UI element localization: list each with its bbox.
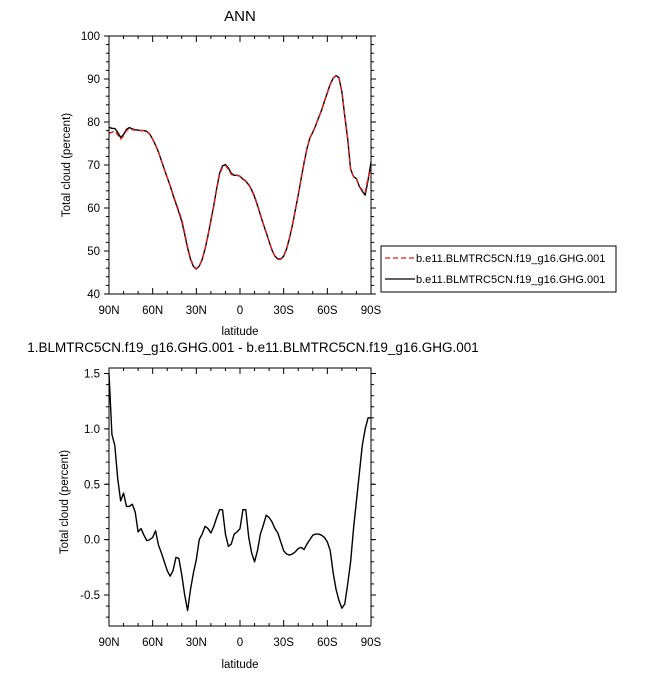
- top-series-line-2: [108, 74, 372, 270]
- top-y-tick-label: 90: [87, 74, 100, 86]
- top-y-tick-label: 100: [81, 31, 100, 43]
- top-y-tick-label: 50: [87, 246, 100, 258]
- legend-box: [380, 245, 617, 293]
- legend-entry-2: b.e11.BLMTRC5CN.f19_g16.GHG.001: [416, 274, 605, 286]
- bot-y-tick-label: 1.5: [84, 369, 100, 381]
- top-plot-frame: [108, 35, 372, 295]
- bot-x-tick-label: 60S: [317, 637, 338, 649]
- top-series-line-1: [108, 75, 372, 270]
- bot-x-tick-label: 90S: [361, 637, 382, 649]
- top-series-lines: [108, 74, 372, 270]
- bot-y-tick-label: 0.0: [84, 535, 100, 547]
- top-x-tick-label: 60N: [142, 305, 163, 317]
- bot-y-tick-label: -0.5: [80, 590, 100, 602]
- bot-series-line-1: [108, 373, 371, 612]
- top-x-tick-label: 90S: [361, 305, 382, 317]
- top-x-tick-label: 30S: [273, 305, 294, 317]
- bot-y-tick-label: 0.5: [84, 479, 100, 491]
- top-y-axis-label: Total cloud (percent): [61, 113, 73, 217]
- top-x-axis-label: latitude: [221, 326, 258, 338]
- bottom-panel: 1.BLMTRC5CN.f19_g16.GHG.001 - b.e11.BLMT…: [27, 340, 478, 671]
- bot-x-tick-label: 90N: [98, 637, 119, 649]
- bottom-y-axis-label: Total cloud (percent): [59, 450, 71, 554]
- legend-entry-1: b.e11.BLMTRC5CN.f19_g16.GHG.001: [416, 253, 605, 265]
- bottom-x-axis-label: latitude: [221, 659, 258, 671]
- top-x-tick-label: 0: [237, 305, 243, 317]
- top-panel: ANN Total cloud (percent) latitude 90N 60…: [61, 8, 382, 338]
- top-chart-title: ANN: [224, 8, 256, 25]
- bot-x-tick-label: 30S: [273, 637, 294, 649]
- bot-x-tick-label: 0: [237, 637, 243, 649]
- top-y-tick-label: 80: [87, 117, 100, 129]
- legend: b.e11.BLMTRC5CN.f19_g16.GHG.001 b.e11.BL…: [380, 245, 617, 293]
- top-y-tick-label: 60: [87, 203, 100, 215]
- top-y-tick-label: 70: [87, 160, 100, 172]
- bot-x-tick-label: 60N: [142, 637, 163, 649]
- bottom-series-lines: [108, 373, 371, 612]
- top-tick-labels: 90N 60N 30N 0 30S 60S 90S 40 50 60 70 80 90 100: [81, 31, 382, 317]
- bottom-tick-labels: 90N 60N 30N 0 30S 60S 90S -0.5 0.0 0.5 1.0 1.5: [80, 369, 381, 649]
- bottom-plot-frame: [108, 367, 372, 627]
- top-ticks: [104, 35, 376, 295]
- top-x-tick-label: 60S: [317, 305, 338, 317]
- bot-y-tick-label: 1.0: [84, 424, 100, 436]
- bottom-chart-title: 1.BLMTRC5CN.f19_g16.GHG.001 - b.e11.BLMT…: [27, 340, 478, 355]
- top-x-tick-label: 90N: [98, 305, 119, 317]
- bot-x-tick-label: 30N: [186, 637, 207, 649]
- top-x-tick-label: 30N: [186, 305, 207, 317]
- top-y-tick-label: 40: [87, 289, 100, 301]
